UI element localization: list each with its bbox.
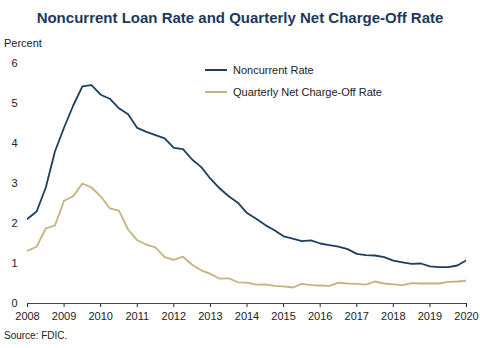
svg-text:4: 4 xyxy=(11,137,17,149)
svg-text:2008: 2008 xyxy=(15,310,39,322)
svg-text:2010: 2010 xyxy=(88,310,112,322)
html-text:Noncurrent Loan Rate and Quart: Noncurrent Loan Rate and Quarterly Net C… xyxy=(36,9,444,26)
svg-text:0: 0 xyxy=(11,297,17,309)
svg-text:2: 2 xyxy=(11,217,17,229)
svg-text:2014: 2014 xyxy=(235,310,259,322)
svg-text:2013: 2013 xyxy=(198,310,222,322)
html-text:Noncurrent Rate: Noncurrent Rate xyxy=(233,64,314,76)
svg-text:3: 3 xyxy=(11,177,17,189)
svg-text:2017: 2017 xyxy=(345,310,369,322)
svg-text:2020: 2020 xyxy=(454,310,478,322)
svg-text:2009: 2009 xyxy=(52,310,76,322)
svg-text:2011: 2011 xyxy=(125,310,149,322)
svg-text:2018: 2018 xyxy=(381,310,405,322)
svg-text:2012: 2012 xyxy=(162,310,186,322)
svg-text:2019: 2019 xyxy=(418,310,442,322)
svg-text:6: 6 xyxy=(11,57,17,69)
svg-text:1: 1 xyxy=(11,257,17,269)
svg-text:2016: 2016 xyxy=(308,310,332,322)
svg-text:2015: 2015 xyxy=(271,310,295,322)
html-text:Quarterly Net Charge-Off Rate: Quarterly Net Charge-Off Rate xyxy=(233,86,382,98)
html-text:Percent: Percent xyxy=(4,37,42,49)
svg-text:5: 5 xyxy=(11,97,17,109)
html-text:Source: FDIC.: Source: FDIC. xyxy=(4,330,68,341)
